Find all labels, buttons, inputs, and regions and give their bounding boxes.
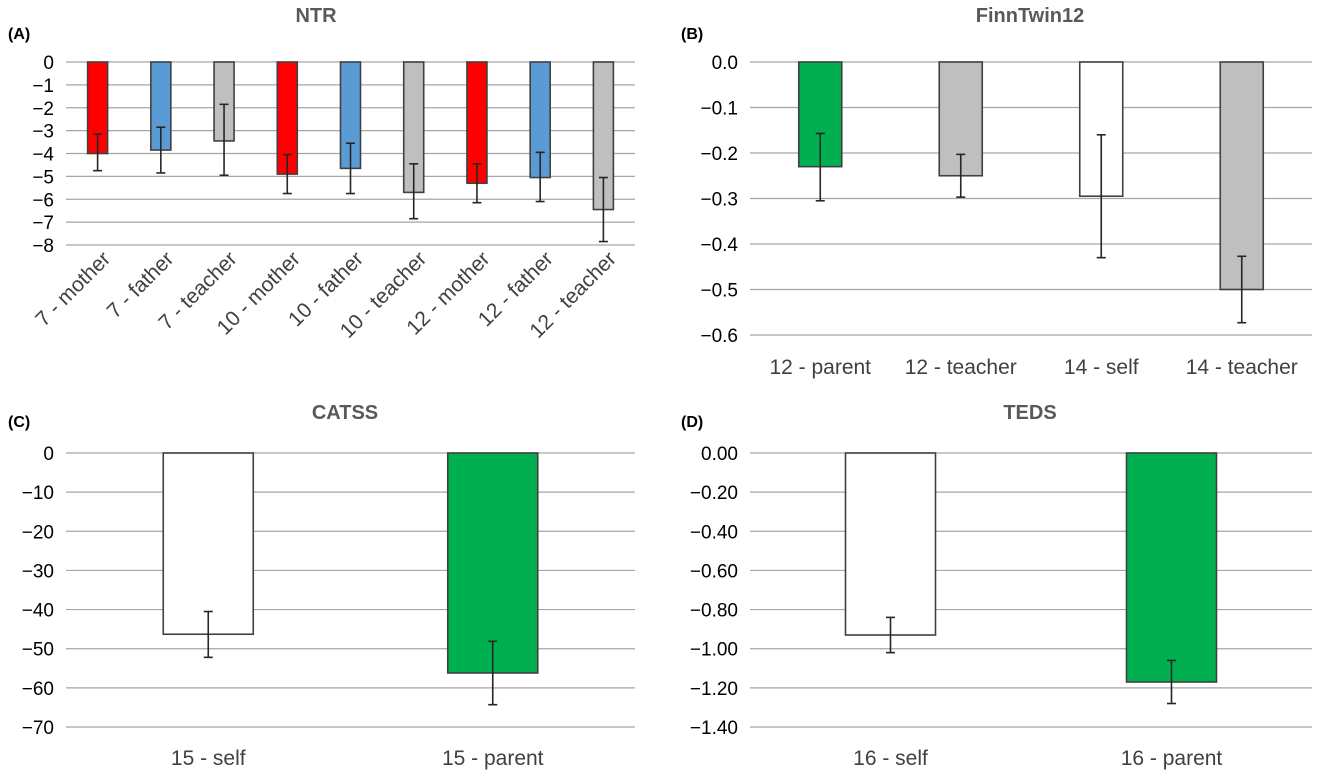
- chart-title: NTR: [295, 5, 337, 27]
- y-tick-label: −40: [22, 601, 54, 622]
- chart-title: TEDS: [1003, 402, 1056, 424]
- error-bar: [472, 162, 482, 204]
- x-tick-label: 15 - parent: [442, 747, 544, 770]
- chart-panel-2: (B) FinnTwin12 0.0 −0.1 −0.2 −0.3 −0.4 −0.5 −0.6…: [681, 5, 1312, 379]
- error-bar: [1167, 659, 1176, 705]
- y-tick-label: −1.20: [690, 679, 738, 700]
- x-tick-label: 12 - teacher: [905, 356, 1017, 379]
- chart-panel-3: (C) CATSS 0 −10 −20 −30 −40 −50 −60 −70 15 - self 1…: [8, 402, 635, 770]
- y-tick-label: −4: [32, 145, 54, 166]
- error-bar: [219, 103, 229, 177]
- y-tick-label: −5: [32, 167, 54, 188]
- y-tick-label: −7: [32, 213, 54, 234]
- error-bar: [1096, 134, 1106, 259]
- y-tick-label: −6: [32, 190, 54, 211]
- x-tick-label: 16 - parent: [1121, 747, 1223, 770]
- y-tick-label: −0.20: [690, 483, 738, 504]
- panel-label: (B): [681, 26, 703, 43]
- panel-label: (D): [681, 414, 703, 431]
- bar: [844, 452, 937, 636]
- x-tick-label: 16 - self: [853, 747, 928, 770]
- error-bar: [956, 153, 966, 198]
- bar: [1125, 452, 1218, 683]
- error-bar: [1237, 255, 1247, 324]
- bar: [1219, 61, 1265, 291]
- y-tick-label: −0.60: [690, 561, 738, 582]
- chart-panel-4: (D) TEDS 0.00 −0.20 −0.40 −0.60 −0.80 −1.00 −1.2…: [681, 402, 1312, 770]
- y-tick-label: −0.6: [700, 326, 738, 347]
- x-tick-label: 14 - teacher: [1186, 356, 1298, 379]
- error-bar: [598, 176, 608, 243]
- x-tick-label: 15 - self: [171, 747, 246, 770]
- panel-label: (C): [8, 414, 30, 431]
- y-tick-label: −0.3: [700, 190, 738, 211]
- y-tick-label: −0.5: [700, 281, 738, 302]
- x-tick-label: 14 - self: [1064, 356, 1139, 379]
- y-tick-label: −0.40: [690, 522, 738, 543]
- error-bar: [156, 126, 166, 174]
- y-tick-label: 0: [43, 53, 54, 74]
- x-tick-label: 7 - mother: [31, 247, 115, 331]
- y-tick-label: −30: [22, 561, 54, 582]
- error-bar: [203, 610, 213, 659]
- y-tick-label: −1.40: [690, 718, 738, 739]
- y-tick-label: −0.1: [700, 99, 738, 120]
- y-tick-label: −1: [32, 76, 54, 97]
- y-tick-label: −0.2: [700, 144, 738, 165]
- y-tick-label: −50: [22, 640, 54, 661]
- x-tick-label: 12 - parent: [769, 356, 871, 379]
- error-bar: [535, 151, 545, 203]
- y-tick-label: −8: [32, 236, 54, 257]
- error-bar: [282, 153, 292, 195]
- y-tick-label: 0: [43, 444, 54, 465]
- y-tick-label: 0.0: [712, 53, 738, 74]
- error-bar: [886, 616, 895, 654]
- y-tick-label: −10: [22, 483, 54, 504]
- panel-label: (A): [8, 26, 30, 43]
- error-bar: [488, 640, 498, 706]
- error-bar: [346, 142, 355, 195]
- bar: [446, 452, 539, 674]
- error-bar: [815, 132, 825, 202]
- y-tick-label: 0.00: [701, 444, 738, 465]
- y-tick-label: −60: [22, 679, 54, 700]
- error-bar: [93, 133, 103, 172]
- y-tick-label: −70: [22, 718, 54, 739]
- chart-title: FinnTwin12: [976, 5, 1085, 27]
- y-tick-label: −1.00: [690, 640, 738, 661]
- y-tick-label: −3: [32, 122, 54, 143]
- y-tick-label: −20: [22, 522, 54, 543]
- bar: [162, 452, 255, 636]
- y-tick-label: −0.80: [690, 601, 738, 622]
- error-bar: [409, 162, 419, 220]
- y-tick-label: −2: [32, 99, 54, 120]
- chart-title: CATSS: [312, 402, 378, 424]
- y-tick-label: −0.4: [700, 235, 738, 256]
